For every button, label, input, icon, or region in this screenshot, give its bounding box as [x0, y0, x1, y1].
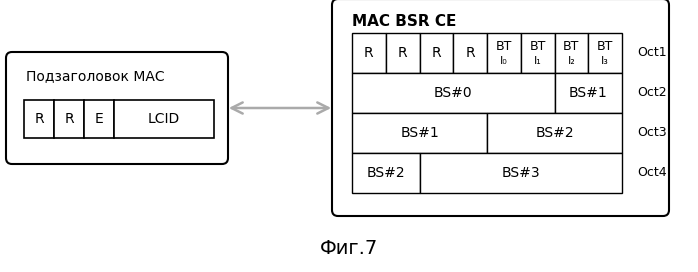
Text: LCID: LCID [148, 112, 180, 126]
Text: I₁: I₁ [534, 56, 542, 66]
Text: Oct4: Oct4 [637, 166, 667, 180]
Text: BS#2: BS#2 [366, 166, 405, 180]
Bar [419, 153, 622, 193]
Bar [352, 153, 419, 193]
Text: I₃: I₃ [601, 56, 609, 66]
Text: BS#0: BS#0 [434, 86, 473, 100]
Bar [352, 73, 554, 113]
Text: Фиг.7: Фиг.7 [320, 239, 378, 258]
Text: MAC BSR CE: MAC BSR CE [352, 14, 456, 29]
Text: Oct3: Oct3 [637, 126, 667, 140]
Bar [419, 33, 453, 73]
Bar [453, 33, 487, 73]
Text: BT: BT [563, 41, 579, 54]
FancyBboxPatch shape [6, 52, 228, 164]
Text: BT: BT [530, 41, 546, 54]
Text: R: R [64, 112, 74, 126]
Text: I₀: I₀ [500, 56, 507, 66]
Text: Oct2: Oct2 [637, 86, 667, 100]
Bar [24, 100, 54, 138]
Bar [554, 33, 588, 73]
Text: R: R [466, 46, 475, 60]
Bar [84, 100, 114, 138]
Bar [352, 33, 386, 73]
Bar [352, 113, 487, 153]
Text: E: E [95, 112, 103, 126]
Bar [386, 33, 419, 73]
Text: Подзаголовок МАС: Подзаголовок МАС [26, 69, 165, 83]
Text: R: R [431, 46, 441, 60]
Text: BT: BT [597, 41, 614, 54]
Text: BS#3: BS#3 [501, 166, 540, 180]
Text: BS#1: BS#1 [400, 126, 439, 140]
Bar [487, 33, 521, 73]
Text: BS#1: BS#1 [569, 86, 608, 100]
Text: R: R [398, 46, 408, 60]
Bar [114, 100, 214, 138]
Bar [554, 73, 622, 113]
Text: R: R [364, 46, 373, 60]
Bar [521, 33, 554, 73]
Bar [54, 100, 84, 138]
Text: BS#2: BS#2 [535, 126, 574, 140]
Bar [588, 33, 622, 73]
FancyBboxPatch shape [332, 0, 669, 216]
Text: BT: BT [496, 41, 512, 54]
Text: Oct1: Oct1 [637, 47, 667, 60]
Text: R: R [34, 112, 44, 126]
Bar [487, 113, 622, 153]
Text: I₂: I₂ [567, 56, 575, 66]
